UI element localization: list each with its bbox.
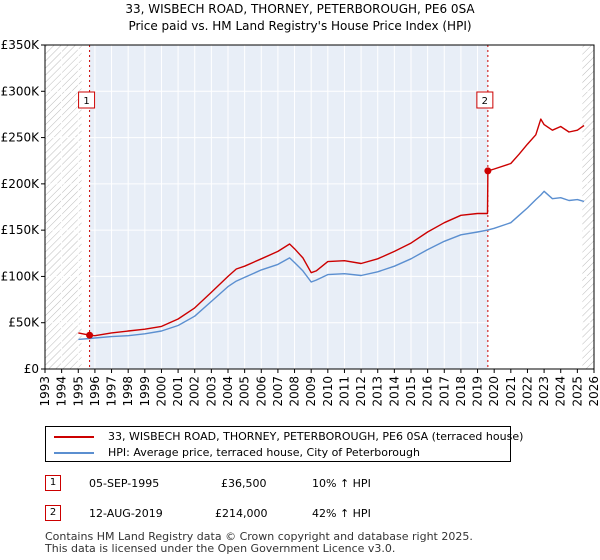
y-tick-label: £250K	[1, 131, 41, 145]
x-tick-label: 2003	[204, 376, 218, 407]
x-tick-label: 1997	[105, 376, 119, 407]
x-tick-label: 1996	[88, 376, 102, 407]
x-tick-label: 1999	[138, 376, 152, 407]
legend-item-property: 33, WISBECH ROAD, THORNEY, PETERBOROUGH,…	[54, 430, 523, 444]
x-tick-label: 2024	[554, 376, 568, 407]
transaction-point	[484, 167, 492, 175]
chart-title: 33, WISBECH ROAD, THORNEY, PETERBOROUGH,…	[125, 2, 475, 16]
legend-label-hpi: HPI: Average price, terraced house, City…	[108, 446, 420, 459]
transaction-date: 12-AUG-2019	[89, 507, 163, 520]
x-tick-label: 2008	[288, 376, 302, 407]
footer-copyright: Contains HM Land Registry data © Crown c…	[45, 530, 473, 543]
x-tick-label: 1995	[71, 376, 85, 407]
x-tick-label: 2021	[504, 376, 518, 407]
hatched-region	[582, 45, 594, 369]
legend-swatch-property	[54, 436, 94, 438]
transaction-hpi-change: 42% ↑ HPI	[312, 507, 371, 520]
x-tick-label: 1993	[38, 376, 52, 407]
transaction-marker: 1	[45, 475, 61, 491]
x-tick-label: 1994	[55, 376, 69, 407]
y-tick-label: £0	[24, 362, 39, 376]
x-tick-label: 2022	[520, 376, 534, 407]
x-tick-label: 2006	[254, 376, 268, 407]
x-tick-label: 2007	[271, 376, 285, 407]
hpi-line	[78, 190, 585, 341]
x-tick-label: 2026	[587, 376, 600, 407]
x-tick-label: 2015	[404, 376, 418, 407]
legend-label-property: 33, WISBECH ROAD, THORNEY, PETERBOROUGH,…	[108, 430, 524, 443]
footer: Contains HM Land Registry data © Crown c…	[45, 531, 473, 555]
x-tick-label: 2011	[337, 376, 351, 407]
transaction-price: £214,000	[215, 507, 268, 520]
transaction-row: 1 05-SEP-1995 £36,500 10% ↑ HPI	[45, 475, 445, 493]
property-line	[78, 118, 585, 337]
transaction-price: £36,500	[221, 477, 267, 490]
transaction-label: 1	[83, 96, 89, 107]
transaction-hpi-change: 10% ↑ HPI	[312, 477, 371, 490]
x-tick-label: 2016	[421, 376, 435, 407]
x-tick-label: 2009	[304, 376, 318, 407]
x-tick-label: 2002	[188, 376, 202, 407]
footer-licence: This data is licensed under the Open Gov…	[45, 542, 396, 555]
x-tick-label: 2020	[487, 376, 501, 407]
y-tick-label: £100K	[1, 269, 41, 283]
transaction-date: 05-SEP-1995	[89, 477, 160, 490]
x-tick-label: 2001	[171, 376, 185, 407]
y-tick-label: £150K	[1, 223, 41, 237]
x-tick-label: 2017	[437, 376, 451, 407]
chart-subtitle: Price paid vs. HM Land Registry's House …	[128, 19, 471, 33]
x-tick-label: 2018	[454, 376, 468, 407]
x-tick-label: 2019	[471, 376, 485, 407]
x-tick-label: 2012	[354, 376, 368, 407]
transaction-label-box	[476, 91, 494, 109]
x-tick-label: 2010	[321, 376, 335, 407]
transaction-marker: 2	[45, 505, 61, 521]
x-tick-label: 2023	[537, 376, 551, 407]
x-tick-label: 2013	[371, 376, 385, 407]
ownership-band	[89, 45, 488, 369]
legend: 33, WISBECH ROAD, THORNEY, PETERBOROUGH,…	[45, 426, 523, 462]
x-tick-label: 2000	[154, 376, 168, 407]
hatched-region	[45, 45, 82, 369]
x-tick-label: 2025	[570, 376, 584, 407]
legend-item-hpi: HPI: Average price, terraced house, City…	[54, 446, 420, 460]
x-tick-label: 2014	[387, 376, 401, 407]
transaction-point	[86, 331, 94, 339]
transaction-row: 2 12-AUG-2019 £214,000 42% ↑ HPI	[45, 505, 445, 523]
transaction-label: 2	[482, 96, 488, 107]
plot-frame	[44, 44, 595, 370]
x-tick-label: 1998	[121, 376, 135, 407]
x-tick-label: 2005	[238, 376, 252, 407]
y-tick-label: £200K	[1, 177, 41, 191]
y-tick-label: £300K	[1, 84, 41, 98]
price-chart: 33, WISBECH ROAD, THORNEY, PETERBOROUGH,…	[1, 2, 600, 407]
transaction-label-box	[78, 91, 96, 109]
x-tick-label: 2004	[221, 376, 235, 407]
y-tick-label: £50K	[8, 316, 40, 330]
y-tick-label: £350K	[1, 38, 41, 52]
legend-swatch-hpi	[54, 452, 94, 454]
